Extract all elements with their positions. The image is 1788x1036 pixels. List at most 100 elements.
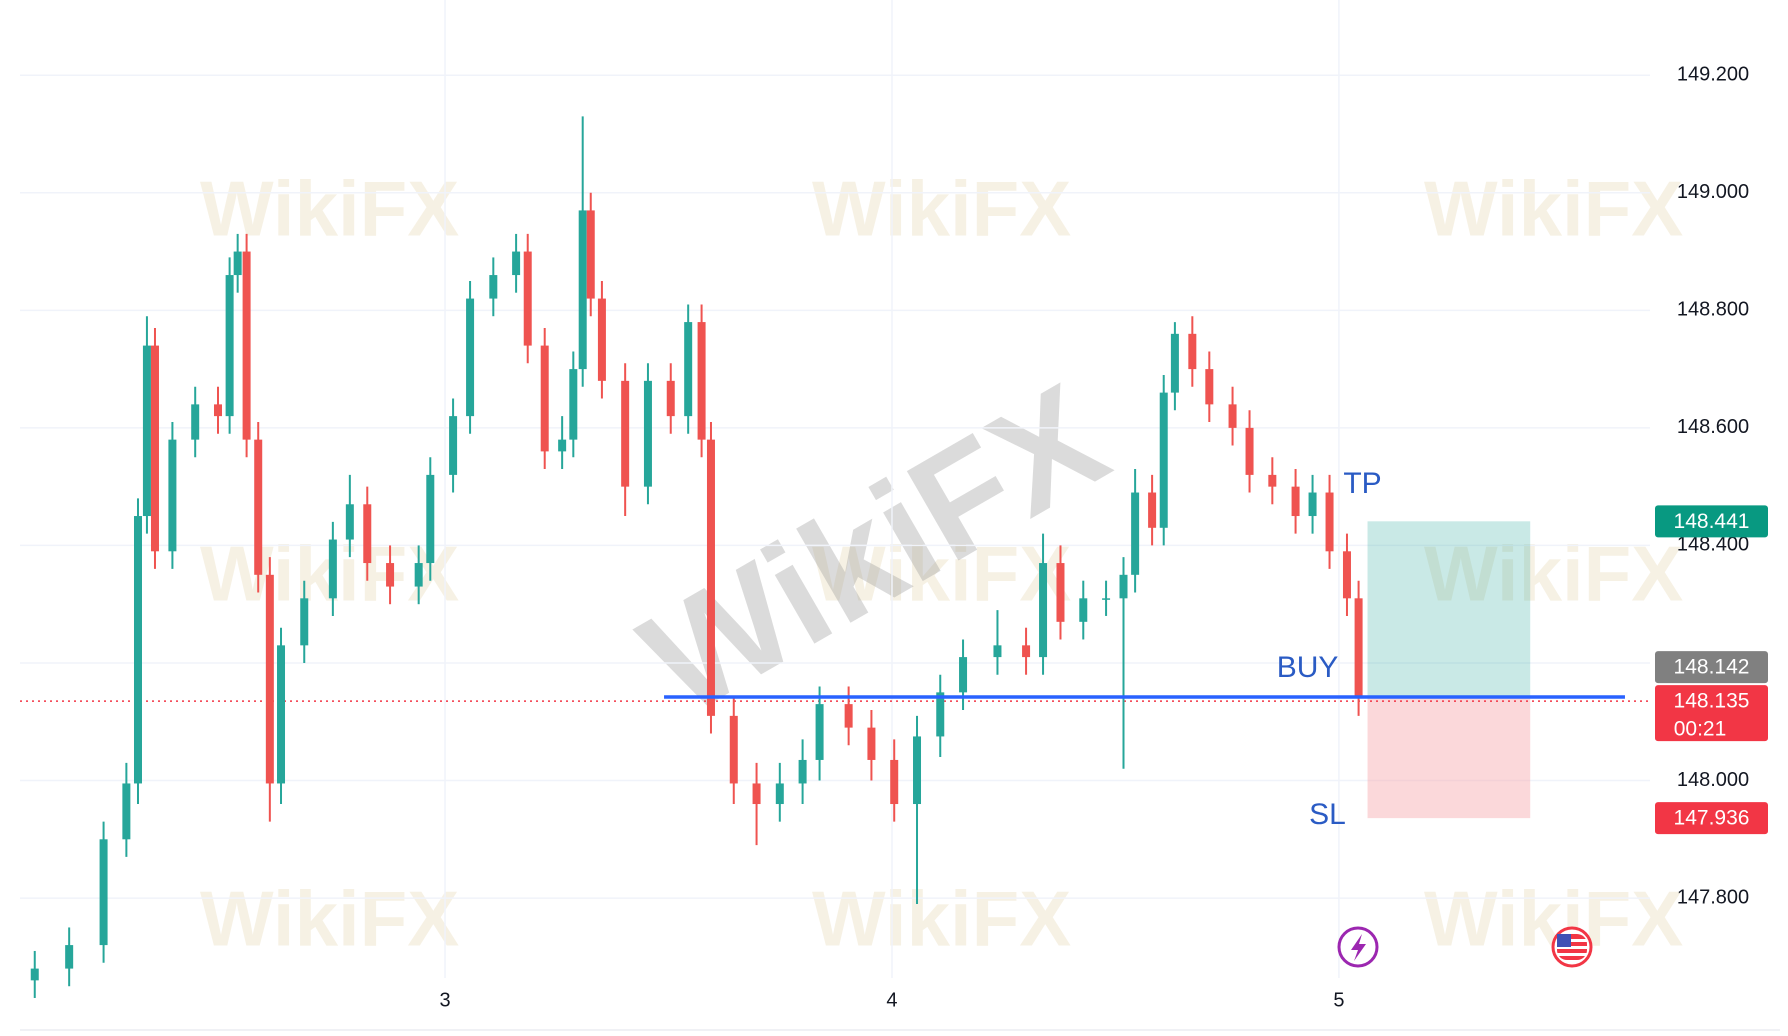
watermark: WikiFX	[1424, 530, 1683, 618]
candle-body	[414, 563, 423, 587]
x-tick-label: 5	[1333, 989, 1344, 1011]
candle-body	[540, 345, 549, 452]
buy-label: BUY	[1277, 651, 1339, 684]
price-tag	[1655, 685, 1768, 742]
candle-body	[65, 945, 74, 969]
candle-body	[558, 439, 567, 452]
candle-body	[300, 598, 309, 646]
price-tag-label: 148.135	[1674, 690, 1750, 713]
candle-body	[666, 380, 675, 417]
candle-body	[867, 727, 876, 760]
candle-body	[1159, 392, 1168, 528]
candle-body	[1268, 474, 1277, 487]
candle-body	[122, 783, 131, 840]
price-tag	[1655, 802, 1768, 835]
take-profit-zone	[1367, 521, 1531, 698]
candle-body	[815, 704, 824, 760]
countdown: 00:21	[1674, 718, 1727, 741]
candle-body	[150, 345, 159, 552]
candle-body	[1170, 333, 1179, 393]
watermark: WikiFX	[200, 875, 459, 963]
stop-loss-zone	[1367, 697, 1531, 819]
candle-body	[1342, 551, 1351, 599]
candle-body	[1205, 369, 1214, 405]
candle-body	[621, 380, 630, 487]
plot-area: 147.800 148.000 148.400 148.600 148.800 149.0…	[20, 0, 1768, 1011]
candle-body	[426, 474, 435, 564]
lightning-glyph	[1351, 934, 1366, 961]
candle-body	[133, 516, 142, 784]
candle-body	[386, 563, 395, 587]
candle-body	[1079, 598, 1088, 622]
candle-body	[1228, 404, 1237, 428]
candle-body	[1245, 427, 1254, 475]
candle-body	[729, 715, 738, 784]
x-tick-label: 3	[439, 989, 450, 1011]
candle-body	[99, 839, 108, 946]
price-tag	[1655, 505, 1768, 538]
candle-body	[363, 504, 372, 564]
candle-body	[1131, 492, 1140, 575]
candle-body	[913, 736, 922, 805]
candle-body	[213, 404, 222, 417]
us-flag	[1557, 934, 1587, 960]
icons	[1337, 926, 1593, 968]
candle-body	[1039, 563, 1048, 658]
watermark: WikiFX	[812, 875, 1071, 963]
candle-body	[1325, 492, 1334, 552]
candle-body	[1119, 574, 1128, 599]
candle-body	[569, 369, 578, 440]
x-tick-label: 4	[886, 989, 897, 1011]
watermark: WikiFX	[1424, 165, 1683, 253]
candle-body	[1188, 333, 1197, 370]
candle-body	[328, 539, 337, 599]
candle-body	[225, 275, 234, 417]
y-tick-label: 148.800	[1677, 299, 1749, 321]
y-tick-label: 148.600	[1677, 416, 1749, 438]
tp-label: TP	[1343, 467, 1381, 500]
candle-body	[191, 404, 200, 440]
candle-body	[959, 657, 968, 693]
candle-body	[345, 504, 354, 540]
candle-body	[706, 439, 715, 716]
y-tick-label: 149.000	[1677, 181, 1749, 203]
watermark: WikiFX	[812, 165, 1071, 253]
candle-body	[254, 439, 263, 575]
candle-body	[265, 574, 274, 784]
candle-body	[1291, 486, 1300, 517]
candle-body	[890, 759, 899, 805]
candle-body	[277, 645, 286, 784]
price-tag-label: 147.936	[1674, 807, 1750, 830]
candle-body	[523, 251, 532, 346]
y-tick-label: 148.400	[1677, 534, 1749, 556]
price-tag-label: 148.142	[1674, 656, 1750, 679]
candle-body	[597, 298, 606, 381]
watermark: WikiFX	[812, 530, 1071, 618]
candle-body	[1308, 492, 1317, 517]
candle-body	[643, 380, 652, 487]
y-tick-label: 148.000	[1677, 769, 1749, 791]
candle-body	[142, 345, 151, 517]
candle-body	[1102, 598, 1111, 600]
candle-body	[844, 704, 853, 728]
candle-body	[1056, 563, 1065, 622]
candle-body	[586, 210, 595, 299]
candle-body	[233, 251, 242, 276]
candle-body	[752, 783, 761, 805]
candle-body	[775, 783, 784, 805]
candle-body	[1354, 598, 1363, 699]
candle-body	[242, 251, 251, 440]
candle-body	[1022, 645, 1031, 658]
candle-body	[578, 210, 587, 370]
candle-body	[466, 298, 475, 417]
price-tag-label: 148.441	[1674, 510, 1750, 533]
candle-body	[512, 251, 521, 276]
candle-body	[993, 645, 1002, 658]
candle-body	[449, 416, 458, 475]
watermark: WikiFX	[200, 165, 459, 253]
candle-body	[30, 968, 39, 981]
candle-body	[1148, 492, 1157, 528]
candle-body	[168, 439, 177, 552]
